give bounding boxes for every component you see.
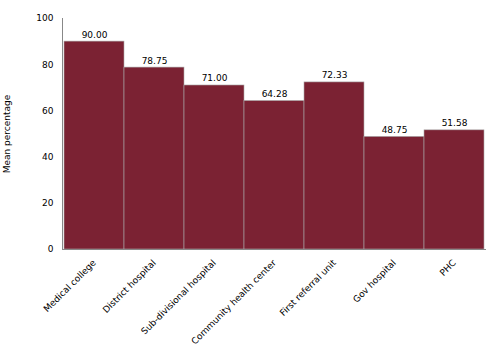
svg-text:20: 20 (42, 198, 54, 208)
svg-text:78.75: 78.75 (142, 56, 168, 66)
svg-text:Sub-divisional hospital: Sub-divisional hospital (139, 257, 218, 337)
svg-text:First referral unit: First referral unit (278, 257, 339, 318)
svg-text:51.58: 51.58 (442, 118, 468, 128)
svg-text:71.00: 71.00 (202, 73, 228, 83)
svg-text:Community health center: Community health center (189, 258, 278, 347)
svg-text:60: 60 (42, 106, 54, 116)
svg-text:80: 80 (42, 60, 54, 70)
svg-text:72.33: 72.33 (322, 70, 348, 80)
svg-text:PHC: PHC (438, 258, 458, 278)
svg-text:40: 40 (42, 152, 54, 162)
svg-text:Mean percentage: Mean percentage (2, 94, 12, 173)
svg-text:Medical college: Medical college (42, 257, 99, 314)
svg-text:100: 100 (36, 13, 53, 23)
svg-text:90.00: 90.00 (82, 30, 108, 40)
svg-text:64.28: 64.28 (262, 89, 288, 99)
svg-text:0: 0 (48, 244, 54, 254)
svg-text:District hospital: District hospital (101, 258, 158, 315)
svg-text:Gov hospital: Gov hospital (351, 258, 398, 305)
svg-text:48.75: 48.75 (382, 125, 408, 135)
